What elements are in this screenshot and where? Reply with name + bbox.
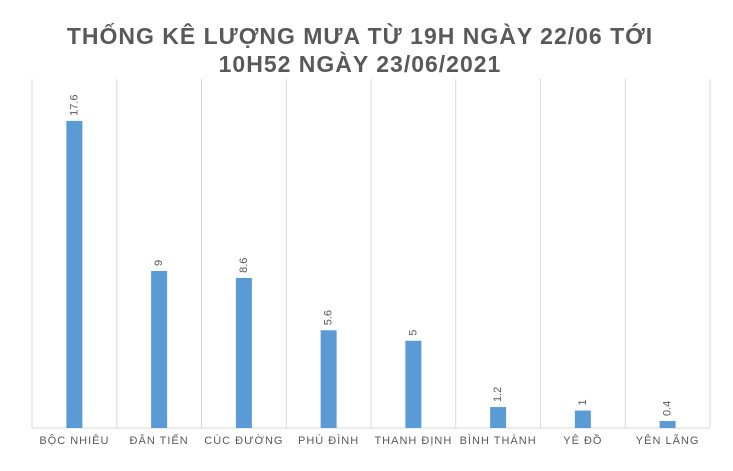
chart-title: THỐNG KÊ LƯỢNG MƯA TỪ 19H NGÀY 22/06 TỚI… <box>66 23 654 77</box>
x-tick-label: CÚC ĐƯỜNG <box>204 434 283 447</box>
bar <box>151 270 168 428</box>
x-tick-label: ĐÂN TIẾN <box>130 434 189 447</box>
x-tick-label: THANH ĐỊNH <box>374 435 452 447</box>
data-label: 5.6 <box>323 310 335 325</box>
bar <box>574 410 591 428</box>
data-label: 1 <box>577 399 589 405</box>
bar <box>405 340 422 428</box>
data-label: 0.4 <box>662 401 674 416</box>
bar <box>235 277 252 428</box>
data-label: 17.6 <box>68 94 80 115</box>
bar <box>490 407 507 428</box>
x-tick-label: BÌNH THÀNH <box>460 434 537 447</box>
bar <box>659 421 676 428</box>
x-tick-label: YÊN LÃNG <box>636 434 700 447</box>
x-tick-label: YÊ ĐỒ <box>563 434 602 447</box>
bar <box>66 120 83 428</box>
data-label: 1.2 <box>492 387 504 402</box>
data-label: 9 <box>153 260 165 266</box>
bar <box>320 330 337 428</box>
x-tick-label: BỘC NHIÊU <box>39 434 109 447</box>
x-tick-label: PHÚ ĐÌNH <box>298 434 359 447</box>
data-label: 5 <box>407 330 419 336</box>
data-label: 8.6 <box>238 258 250 273</box>
